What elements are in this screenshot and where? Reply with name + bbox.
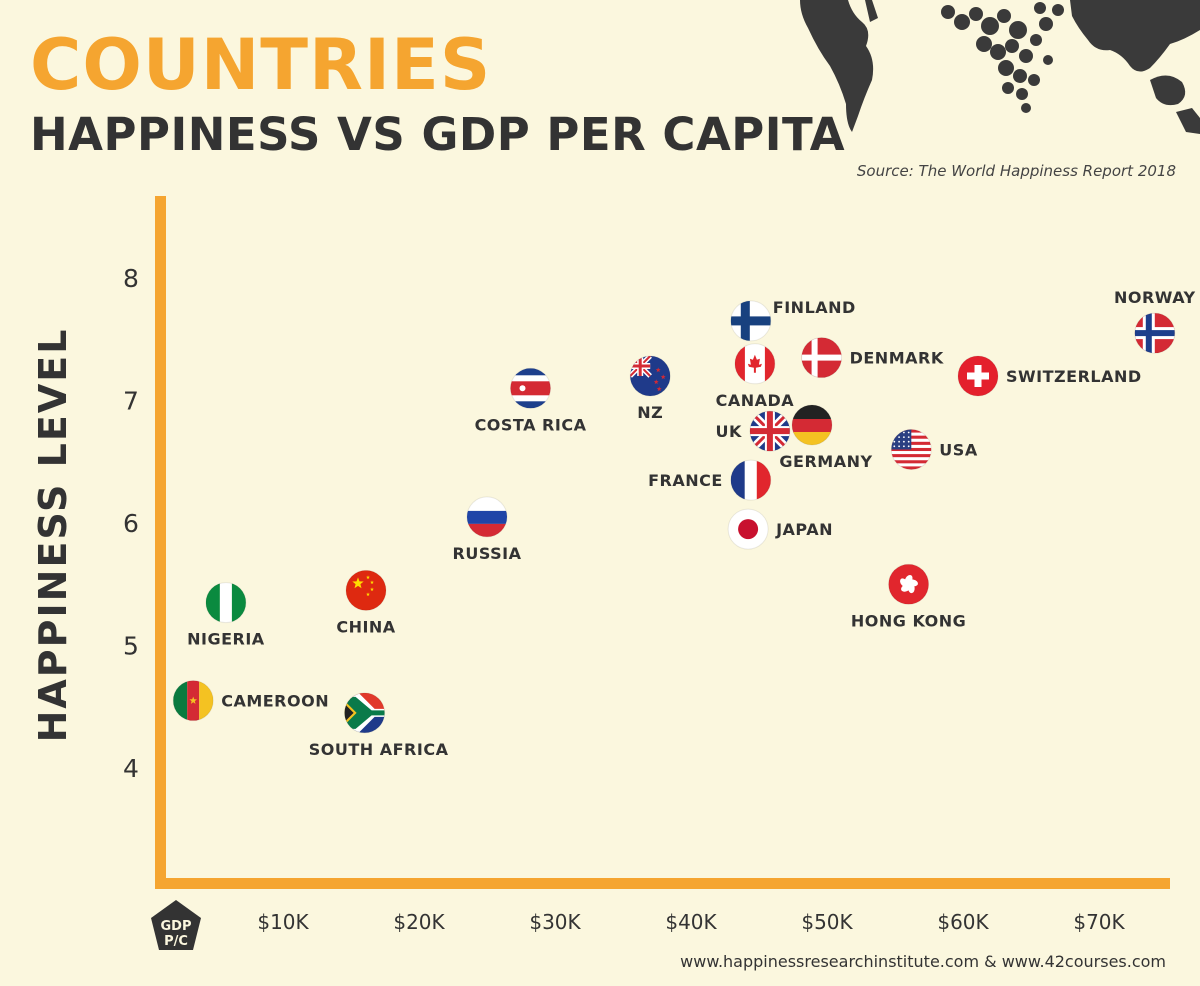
point-label: USA (939, 441, 978, 460)
y-tick-label: 4 (123, 754, 139, 783)
data-point-cameroon: CAMEROON (172, 680, 329, 722)
chart-title: HAPPINESS VS GDP PER CAPITA (30, 108, 846, 161)
y-tick-labels: 4 5 6 7 8 (123, 264, 139, 783)
data-point-finland: FINLAND (730, 298, 856, 342)
uk-flag-icon (749, 411, 790, 452)
germany-flag-icon (792, 405, 832, 445)
canada-flag-icon (734, 343, 775, 384)
y-tick-label: 5 (123, 632, 139, 661)
denmark-flag-icon (801, 337, 842, 378)
usa-flag-icon (891, 429, 932, 470)
point-label: FRANCE (648, 471, 723, 490)
page-title: COUNTRIES (30, 24, 492, 106)
japan-flag-icon (728, 509, 769, 550)
point-label: HONG KONG (851, 611, 966, 630)
france-flag-icon (730, 460, 771, 501)
data-point-russia: RUSSIA (453, 496, 522, 563)
footer-credits: www.happinessresearchinstitute.com & www… (680, 952, 1166, 971)
world-map-decoration (800, 0, 1200, 134)
data-point-germany: GERMANY (779, 404, 872, 471)
china-flag-icon (346, 570, 386, 611)
y-axis-line (155, 196, 166, 889)
data-point-switzerland: SWITZERLAND (957, 355, 1142, 397)
point-label: NIGERIA (187, 630, 265, 649)
x-tick-label: $20K (393, 910, 445, 934)
data-point-costa-rica: COSTA RICA (475, 367, 587, 434)
south-africa-flag-icon (344, 692, 385, 733)
point-label: NZ (637, 403, 663, 422)
x-tick-label: $50K (801, 910, 853, 934)
data-point-nigeria: NIGERIA (187, 582, 265, 649)
gdp-badge: GDP P/C (151, 900, 201, 950)
gdp-badge-line1: GDP (161, 919, 192, 934)
point-label: SOUTH AFRICA (309, 740, 449, 759)
russia-flag-icon (467, 496, 507, 537)
nigeria-flag-icon (205, 582, 246, 623)
point-label: GERMANY (779, 452, 872, 471)
hong-kong-flag-icon (888, 564, 929, 605)
y-tick-label: 6 (123, 509, 139, 538)
costa-rica-flag-icon (510, 368, 551, 409)
x-tick-label: $40K (665, 910, 717, 934)
data-point-china: CHINA (336, 569, 395, 636)
point-label: RUSSIA (453, 544, 522, 563)
x-axis-line (155, 878, 1170, 889)
x-tick-labels: $10K $20K $30K $40K $50K $60K $70K (257, 910, 1125, 934)
data-point-usa: USA (890, 429, 978, 470)
x-tick-label: $10K (257, 910, 309, 934)
gdp-badge-line2: P/C (164, 934, 188, 949)
point-label: DENMARK (850, 349, 944, 368)
data-point-denmark: DENMARK (801, 337, 944, 379)
point-label: CHINA (336, 617, 395, 636)
data-points: NORWAY FINLAND DENMARK SWITZERLAND CANADA NZ C… (172, 288, 1196, 759)
point-label: CAMEROON (221, 692, 329, 711)
data-point-canada: CANADA (716, 343, 795, 410)
point-label: UK (716, 422, 742, 441)
point-label: FINLAND (773, 298, 856, 317)
y-axis-title-text: HAPPINESS LEVEL (31, 327, 75, 743)
norway-flag-icon (1134, 313, 1175, 354)
switzerland-flag-icon (958, 356, 998, 396)
data-point-new-zealand: NZ (629, 355, 671, 422)
data-point-japan: JAPAN (727, 508, 833, 550)
point-label: NORWAY (1114, 288, 1196, 307)
x-tick-label: $30K (529, 910, 581, 934)
source-note: Source: The World Happiness Report 2018 (856, 162, 1176, 180)
data-point-uk: UK (716, 410, 791, 452)
point-label: SWITZERLAND (1006, 367, 1142, 386)
x-tick-label: $70K (1073, 910, 1125, 934)
y-axis-title: HAPPINESS LEVEL (31, 328, 75, 743)
finland-flag-icon (730, 300, 771, 341)
point-label: COSTA RICA (475, 415, 587, 434)
data-point-france: FRANCE (648, 459, 772, 501)
point-label: JAPAN (775, 520, 833, 539)
y-tick-label: 7 (123, 387, 139, 416)
data-point-south-africa: SOUTH AFRICA (309, 692, 449, 759)
point-label: CANADA (716, 391, 795, 410)
axes (155, 196, 1170, 889)
data-point-hong-kong: HONG KONG (851, 563, 966, 630)
cameroon-flag-icon (173, 680, 214, 721)
data-point-norway: NORWAY (1114, 288, 1196, 354)
x-tick-label: $60K (937, 910, 989, 934)
y-tick-label: 8 (123, 264, 139, 293)
